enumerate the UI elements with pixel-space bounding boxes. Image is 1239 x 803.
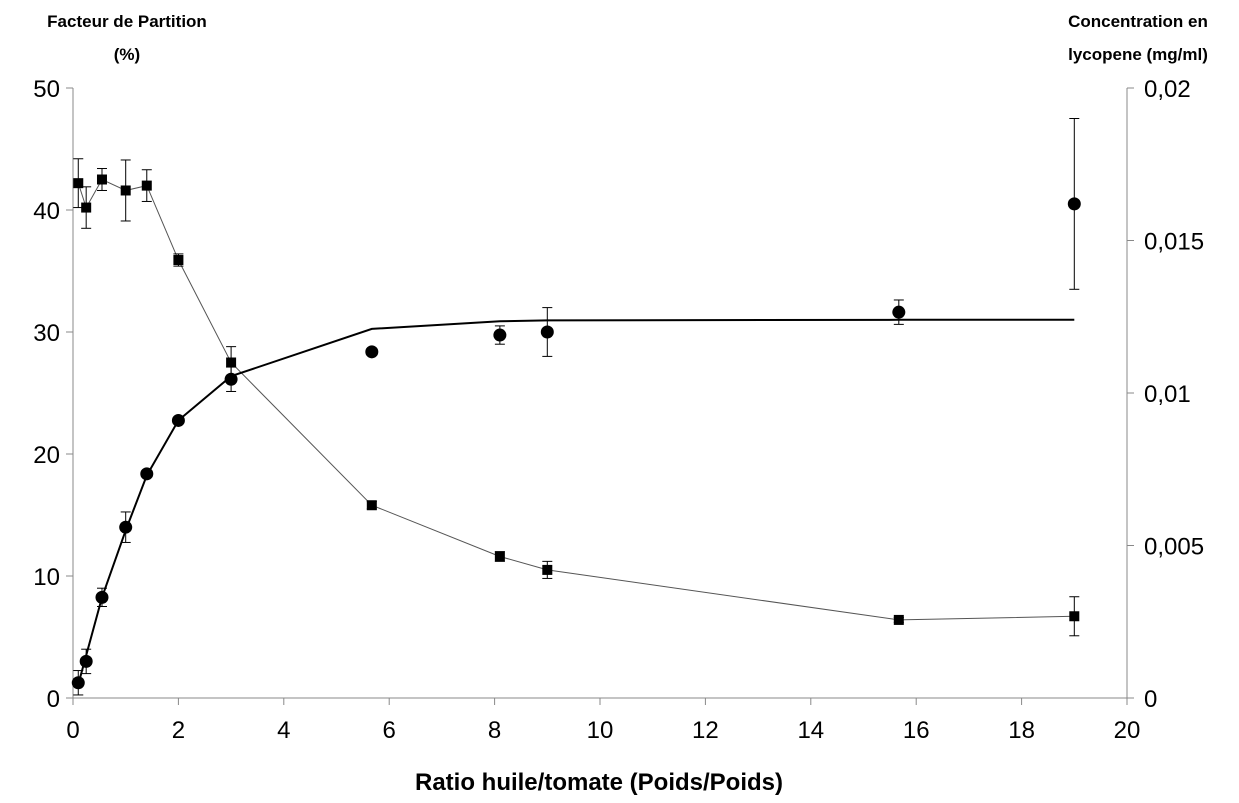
data-point-square — [226, 357, 237, 368]
right-axis-title-line1: Concentration en — [1068, 12, 1208, 31]
x-tick-label: 4 — [277, 717, 290, 744]
left-axis-title-line2: (%) — [114, 45, 140, 64]
left-y-tick-label: 30 — [33, 320, 60, 347]
data-point-square — [366, 500, 377, 511]
data-point-square — [81, 202, 92, 213]
x-axis-title: Ratio huile/tomate (Poids/Poids) — [415, 769, 783, 796]
right-axis-title-line2: lycopene (mg/ml) — [1068, 45, 1208, 64]
data-point-square — [141, 180, 152, 191]
x-tick-label: 6 — [383, 717, 396, 744]
plot-area — [71, 118, 1081, 696]
axes — [66, 87, 1134, 705]
left-y-tick-label: 20 — [33, 442, 60, 469]
fit-curve-line — [77, 318, 1075, 685]
x-tick-label: 12 — [692, 717, 719, 744]
x-tick-label: 8 — [488, 717, 501, 744]
tick-labels: 0 2 4 6 8 10 12 14 16 18 200102030405000,0050,010,… — [33, 76, 1204, 744]
data-point-square — [120, 185, 131, 196]
right-y-tick-label: 0 — [1144, 686, 1157, 713]
left-y-tick-label: 40 — [33, 198, 60, 225]
data-point-square — [173, 255, 184, 266]
left-axis-title-line1: Facteur de Partition — [47, 12, 207, 31]
data-point-square — [893, 614, 904, 625]
data-point-circle — [1067, 197, 1081, 211]
data-point-square — [542, 564, 553, 575]
x-tick-label: 14 — [797, 717, 824, 744]
data-point-square — [494, 551, 505, 562]
x-tick-label: 2 — [172, 717, 185, 744]
left-y-tick-label: 50 — [33, 76, 60, 103]
x-tick-label: 18 — [1008, 717, 1035, 744]
left-y-tick-label: 10 — [33, 564, 60, 591]
data-point-circle — [365, 345, 379, 359]
x-tick-label: 16 — [903, 717, 930, 744]
data-point-circle — [892, 305, 906, 319]
series-connector-line — [77, 178, 1075, 621]
x-tick-label: 20 — [1114, 717, 1141, 744]
right-y-tick-label: 0,005 — [1144, 534, 1204, 561]
data-point-square — [1069, 611, 1080, 622]
right-y-tick-label: 0,015 — [1144, 229, 1204, 256]
right-y-tick-label: 0,02 — [1144, 76, 1191, 103]
data-point-circle — [493, 328, 507, 342]
x-tick-label: 10 — [587, 717, 614, 744]
data-point-square — [96, 174, 107, 185]
left-y-tick-label: 0 — [47, 686, 60, 713]
data-point-square — [73, 178, 84, 189]
x-tick-label: 0 — [66, 717, 79, 744]
data-point-circle — [540, 325, 554, 339]
right-y-tick-label: 0,01 — [1144, 381, 1191, 408]
